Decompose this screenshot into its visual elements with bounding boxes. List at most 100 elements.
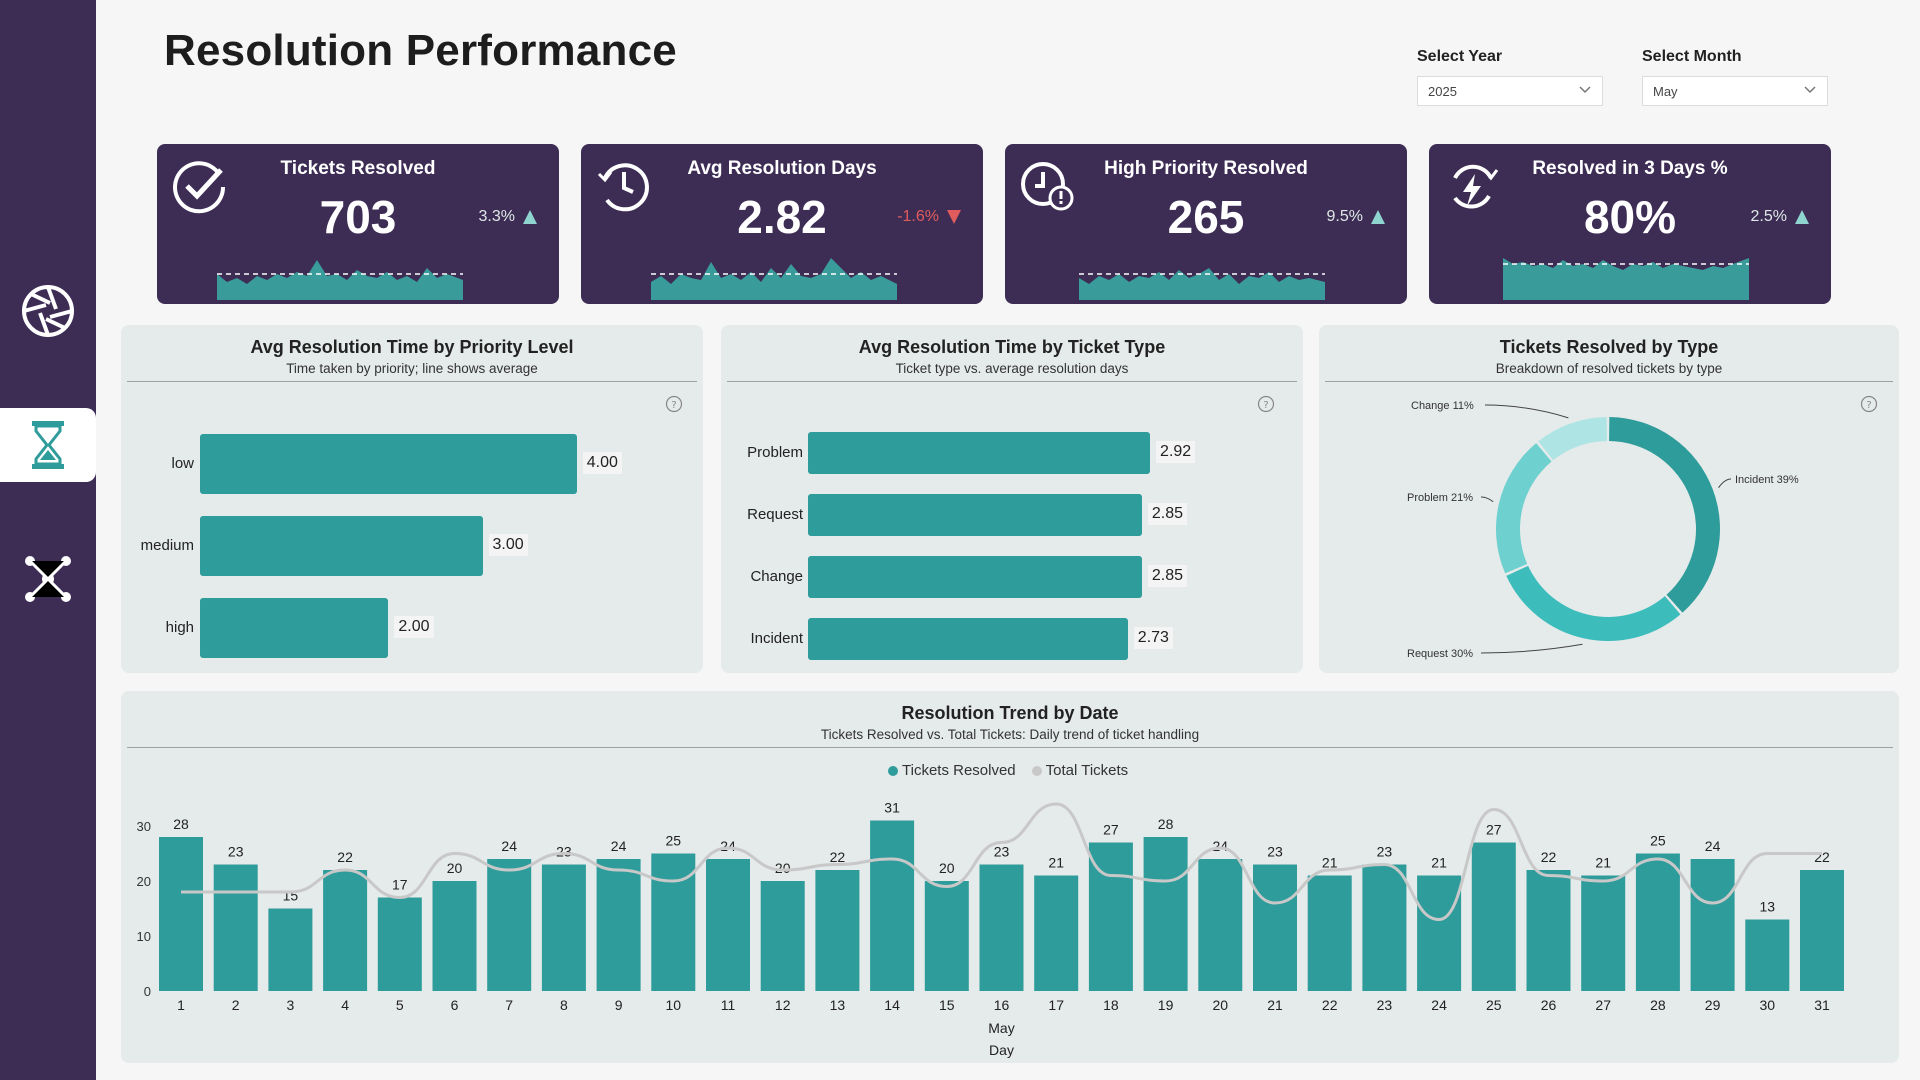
donut-slice-change[interactable]: [1538, 417, 1607, 461]
x-tick-label: 24: [1431, 997, 1447, 1013]
year-dropdown-value: 2025: [1428, 84, 1457, 99]
ticket-type-chart-panel: Avg Resolution Time by Ticket Type Ticke…: [721, 325, 1303, 673]
trend-bar[interactable]: [1745, 919, 1790, 992]
month-dropdown[interactable]: May: [1642, 76, 1828, 106]
trend-bar[interactable]: [1800, 870, 1844, 991]
trend-bar[interactable]: [1690, 859, 1735, 991]
trend-bar[interactable]: [924, 881, 969, 991]
chart-subtitle: Breakdown of resolved tickets by type: [1495, 361, 1723, 376]
divider: [1325, 381, 1893, 382]
donut-slice-problem[interactable]: [1496, 443, 1552, 574]
month-slicer-label: Select Month: [1642, 48, 1742, 65]
trend-bar[interactable]: [1635, 853, 1680, 992]
trend-bar[interactable]: [596, 859, 641, 991]
kpi-card-tickets-resolved[interactable]: Tickets Resolved 703 3.3%: [157, 144, 559, 304]
donut-slice-label: Change 11%: [1411, 400, 1474, 412]
trend-bar[interactable]: [541, 864, 586, 992]
x-tick-label: 23: [1377, 997, 1393, 1013]
bar[interactable]: [808, 556, 1142, 598]
x-tick-label: 16: [994, 997, 1010, 1013]
kpi-title: Tickets Resolved: [280, 158, 436, 179]
trend-bar[interactable]: [979, 864, 1024, 992]
trend-bar[interactable]: [651, 853, 696, 992]
chart-title: Tickets Resolved by Type: [1499, 337, 1719, 357]
bar-data-label: 15: [283, 888, 299, 904]
donut-slice-incident[interactable]: [1609, 417, 1720, 613]
total-tickets-line[interactable]: [181, 802, 1822, 922]
trend-bar[interactable]: [1307, 875, 1352, 992]
bar[interactable]: [200, 598, 389, 658]
trend-bar[interactable]: [1143, 837, 1188, 991]
kpi-sparkline: [651, 258, 897, 300]
type-donut-panel: Tickets Resolved by Type Breakdown of re…: [1319, 325, 1899, 673]
bar-data-label: 17: [392, 877, 408, 893]
bar-value-label: 2.85: [1147, 565, 1187, 587]
y-tick-label: 20: [137, 874, 151, 889]
x-tick-label: 11: [721, 997, 736, 1013]
chart-title: Avg Resolution Time by Ticket Type: [858, 337, 1166, 357]
trend-bar[interactable]: [1034, 875, 1079, 992]
chevron-down-icon: [1579, 86, 1591, 94]
alert-clock-icon: [1021, 162, 1074, 211]
bar[interactable]: [808, 432, 1151, 474]
network-icon: [25, 556, 71, 602]
trend-bar[interactable]: [1417, 875, 1462, 992]
trend-bar[interactable]: [323, 870, 368, 991]
trend-bar[interactable]: [1253, 864, 1297, 992]
trend-bar[interactable]: [1362, 864, 1407, 992]
help-icon[interactable]: ?: [1860, 395, 1878, 413]
trend-bar[interactable]: [377, 897, 422, 992]
aperture-icon: [22, 285, 74, 337]
help-icon[interactable]: ?: [1257, 395, 1275, 413]
nav-item-overview[interactable]: [0, 274, 96, 348]
bar-value-label: 4.00: [582, 452, 622, 474]
kpi-card-avg-resolution-days[interactable]: Avg Resolution Days 2.82 -1.6%: [581, 144, 983, 304]
trend-bar[interactable]: [1198, 859, 1243, 991]
trend-bar[interactable]: [815, 870, 860, 991]
donut-slice-request[interactable]: [1506, 565, 1681, 641]
bar-data-label: 25: [666, 833, 682, 849]
x-tick-label: 12: [775, 997, 791, 1013]
legend-item-total-tickets[interactable]: Total Tickets: [1031, 762, 1128, 779]
bar-data-label: 23: [228, 844, 244, 860]
trend-bar[interactable]: [213, 864, 258, 992]
bar[interactable]: [808, 494, 1142, 536]
bar-value-label: 2.92: [1156, 441, 1196, 463]
legend-item-tickets-resolved[interactable]: Tickets Resolved: [888, 762, 1016, 779]
bar-data-label: 22: [337, 849, 353, 865]
trend-bar[interactable]: [1471, 842, 1516, 992]
bar-data-label: 21: [1048, 855, 1064, 871]
x-tick-label: 8: [560, 997, 568, 1013]
x-tick-label: 7: [505, 997, 513, 1013]
trend-bar[interactable]: [432, 881, 477, 991]
trend-bar[interactable]: [268, 908, 313, 992]
help-icon[interactable]: ?: [665, 395, 683, 413]
trend-up-icon: [523, 210, 537, 224]
bar[interactable]: [200, 516, 483, 576]
year-dropdown[interactable]: 2025: [1417, 76, 1603, 106]
trend-bar[interactable]: [1526, 870, 1571, 991]
trend-bar[interactable]: [1581, 875, 1626, 992]
bar[interactable]: [808, 618, 1128, 660]
nav-item-resolution[interactable]: [0, 408, 96, 482]
divider: [727, 381, 1297, 382]
x-tick-label: 30: [1760, 997, 1776, 1013]
bar[interactable]: [200, 434, 577, 494]
x-tick-label: 27: [1595, 997, 1611, 1013]
trend-bar[interactable]: [487, 859, 532, 991]
trend-bar[interactable]: [706, 859, 750, 991]
donut-chart: Incident 39% Request 30% Problem 21% Change…: [1407, 400, 1799, 660]
kpi-card-high-priority-resolved[interactable]: High Priority Resolved 265 9.5%: [1005, 144, 1407, 304]
bar-data-label: 31: [884, 800, 900, 816]
trend-bar[interactable]: [870, 820, 915, 992]
bar-data-label: 20: [447, 860, 463, 876]
trend-bar[interactable]: [760, 881, 805, 991]
trend-bar[interactable]: [159, 837, 203, 991]
bar-category-label: high: [165, 619, 194, 636]
trend-up-icon: [1795, 210, 1809, 224]
kpi-sparkline: [217, 260, 463, 300]
kpi-card-resolved-in-3-days[interactable]: Resolved in 3 Days % 80% 2.5%: [1429, 144, 1831, 304]
bar-data-label: 28: [173, 816, 189, 832]
y-tick-label: 0: [144, 984, 151, 999]
nav-item-network[interactable]: [0, 542, 96, 616]
